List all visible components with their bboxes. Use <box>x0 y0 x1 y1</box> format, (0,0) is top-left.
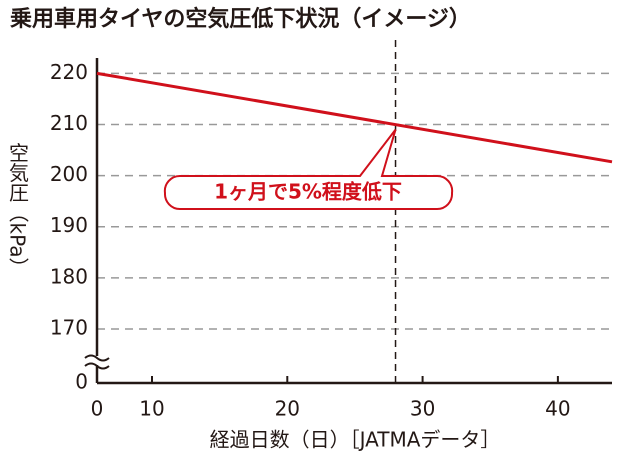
x-tick-label: 0 <box>91 397 104 421</box>
axis-break <box>84 362 110 370</box>
y-tick-label: 170 <box>50 316 88 340</box>
callout <box>163 129 454 211</box>
x-tick-label: 40 <box>545 397 570 421</box>
y-tick-label: 210 <box>50 111 88 135</box>
y-tick-label: 0 <box>75 370 88 394</box>
y-axis-label: 空気圧（kPa） <box>6 142 30 277</box>
chart-title: 乗用車用タイヤの空気圧低下状況（イメージ） <box>10 6 471 32</box>
x-tick-label: 30 <box>410 397 435 421</box>
x-tick-label: 20 <box>275 397 300 421</box>
data-line <box>96 71 613 164</box>
x-tick-label: 10 <box>139 397 164 421</box>
y-tick-label: 180 <box>50 264 88 288</box>
axis-break <box>84 354 110 362</box>
y-tick-label: 190 <box>50 213 88 237</box>
axis-break-gap <box>91 356 103 365</box>
y-tick-label: 220 <box>50 60 88 84</box>
annotation: 1ヶ月で5%程度低下 <box>214 180 402 204</box>
x-axis-label: 経過日数（日）［JATMAデータ］ <box>210 428 501 452</box>
y-tick-label: 200 <box>50 162 88 186</box>
